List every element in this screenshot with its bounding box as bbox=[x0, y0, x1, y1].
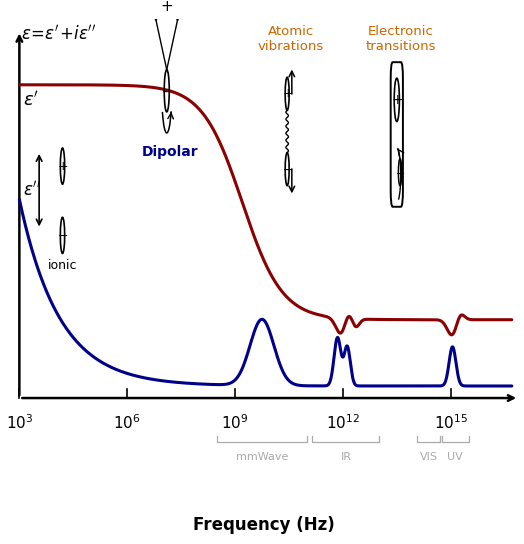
Text: Dipolar: Dipolar bbox=[142, 145, 199, 159]
Text: $+$: $+$ bbox=[281, 88, 293, 100]
Text: $\varepsilon'$: $\varepsilon'$ bbox=[23, 90, 39, 109]
Text: mmWave: mmWave bbox=[236, 452, 288, 462]
Text: $10^3$: $10^3$ bbox=[6, 413, 33, 432]
Text: Electronic
transitions: Electronic transitions bbox=[365, 24, 435, 53]
Text: +: + bbox=[160, 0, 173, 14]
Text: $\varepsilon\!=\!\varepsilon'\!+\!i\varepsilon''$: $\varepsilon\!=\!\varepsilon'\!+\!i\vare… bbox=[21, 24, 96, 44]
Text: Frequency (Hz): Frequency (Hz) bbox=[193, 516, 335, 534]
Text: ionic: ionic bbox=[48, 259, 77, 273]
Text: VIS: VIS bbox=[419, 452, 438, 462]
Text: UV: UV bbox=[447, 452, 463, 462]
Text: $-$: $-$ bbox=[395, 167, 405, 177]
Text: $-$: $-$ bbox=[161, 84, 173, 98]
Text: $10^{15}$: $10^{15}$ bbox=[434, 413, 468, 432]
Text: $10^9$: $10^9$ bbox=[221, 413, 249, 432]
Text: IR: IR bbox=[341, 452, 352, 462]
Text: Atomic
vibrations: Atomic vibrations bbox=[258, 24, 324, 53]
Text: $-$: $-$ bbox=[281, 163, 293, 176]
Text: $10^6$: $10^6$ bbox=[113, 413, 141, 432]
Text: $-$: $-$ bbox=[57, 229, 68, 242]
Text: $10^{12}$: $10^{12}$ bbox=[326, 413, 360, 432]
Text: $\varepsilon''$: $\varepsilon''$ bbox=[23, 181, 41, 200]
Text: $+$: $+$ bbox=[57, 159, 68, 172]
Text: $+$: $+$ bbox=[391, 93, 403, 107]
